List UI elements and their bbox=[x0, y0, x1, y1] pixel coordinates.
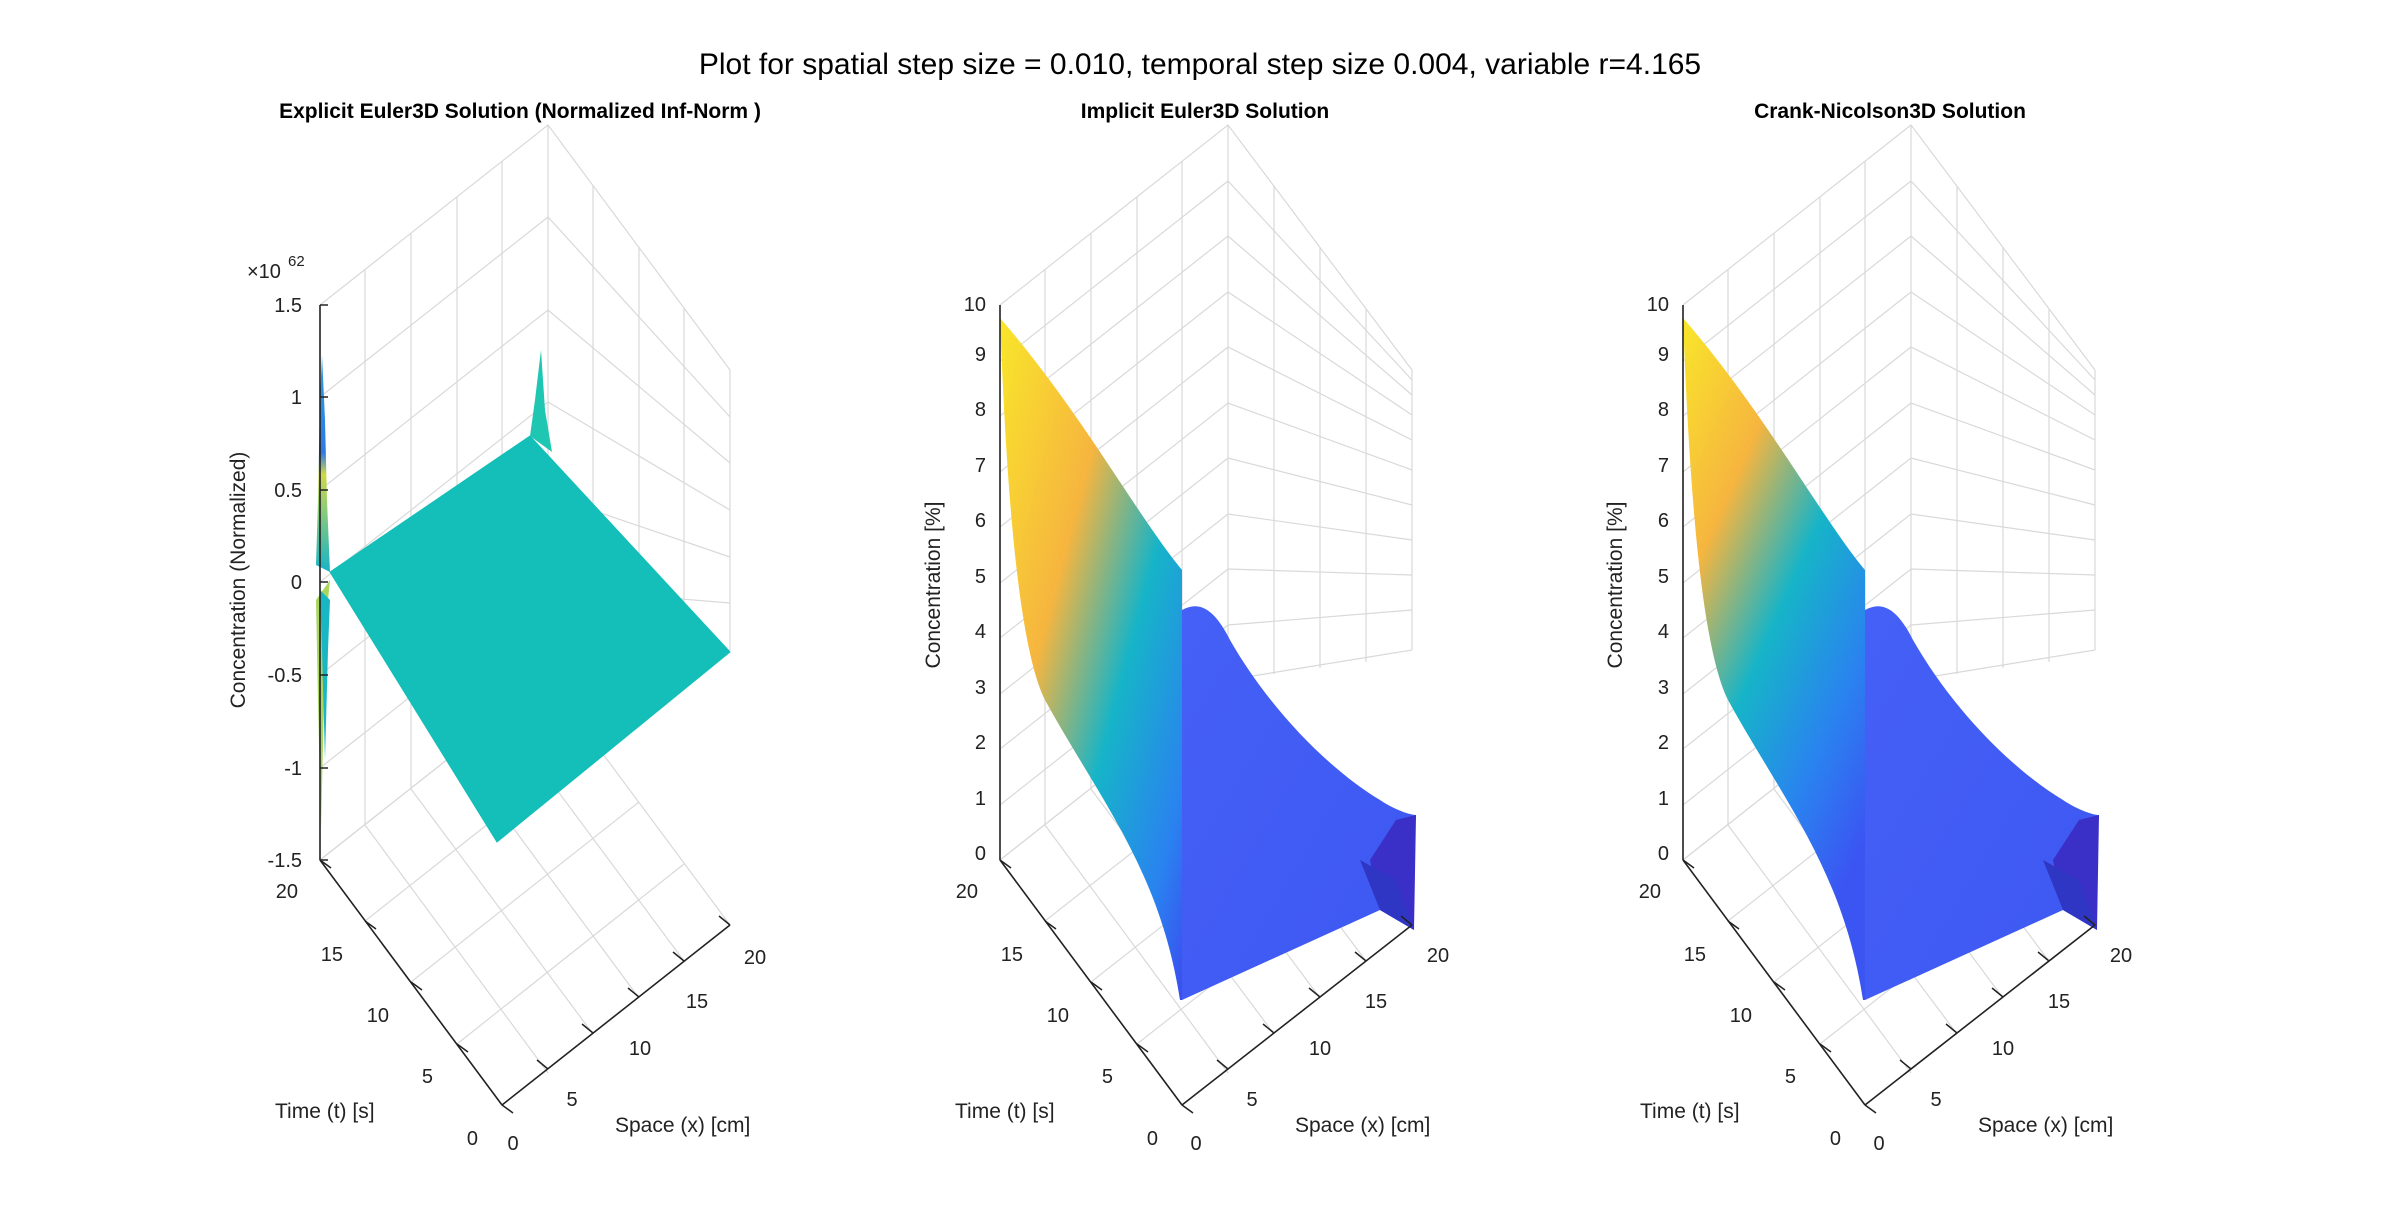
x-tick-label: 15 bbox=[686, 991, 708, 1013]
z-axis-label: Concentration [%] bbox=[922, 502, 945, 669]
y-tick-label: 15 bbox=[1684, 944, 1706, 966]
x-axis-label: Space (x) [cm] bbox=[615, 1114, 750, 1137]
y-tick-label: 0 bbox=[1147, 1128, 1158, 1150]
panel-crank-nicolson: Crank-Nicolson3D Solution bbox=[1604, 100, 2132, 1155]
y-tick-label: 10 bbox=[1047, 1005, 1069, 1027]
panel-explicit-euler: Explicit Euler3D Solution (Normalized In… bbox=[227, 100, 766, 1155]
x-tick-label: 10 bbox=[1309, 1038, 1331, 1060]
y-tick-label: 0 bbox=[1830, 1128, 1841, 1150]
z-tick-label: 4 bbox=[1658, 621, 1669, 643]
panel-implicit-euler: Implicit Euler3D Solution bbox=[922, 100, 1449, 1155]
x-tick-label: 5 bbox=[1930, 1089, 1941, 1111]
x-tick-label: 15 bbox=[1365, 991, 1387, 1013]
z-tick-label: 0 bbox=[975, 843, 986, 865]
z-tick-label: 0 bbox=[1658, 843, 1669, 865]
x-tick-label: 0 bbox=[1190, 1133, 1201, 1155]
x-tick-label: 0 bbox=[1873, 1133, 1884, 1155]
y-tick-label: 10 bbox=[1730, 1005, 1752, 1027]
y-ticks: 20 15 10 5 0 bbox=[1639, 859, 1877, 1150]
x-tick-label: 20 bbox=[2110, 945, 2132, 967]
y-tick-label: 5 bbox=[422, 1066, 433, 1088]
z-tick-label: 5 bbox=[1658, 566, 1669, 588]
z-tick-label: 2 bbox=[975, 732, 986, 754]
z-tick-label: -1 bbox=[284, 758, 302, 780]
z-tick-label: 1 bbox=[291, 387, 302, 409]
y-tick-label: 5 bbox=[1785, 1066, 1796, 1088]
y-tick-label: 20 bbox=[1639, 881, 1661, 903]
z-tick-label: 1 bbox=[975, 788, 986, 810]
y-axis-label: Time (t) [s] bbox=[1640, 1100, 1740, 1123]
z-tick-label: 6 bbox=[1658, 510, 1669, 532]
z-tick-label: 1 bbox=[1658, 788, 1669, 810]
z-tick-label: 10 bbox=[1647, 294, 1669, 316]
y-ticks: 20 15 10 5 0 bbox=[276, 859, 514, 1150]
y-tick-label: 20 bbox=[956, 881, 978, 903]
y-axis-label: Time (t) [s] bbox=[275, 1100, 375, 1123]
z-tick-label: 8 bbox=[975, 399, 986, 421]
surface-implicit bbox=[1000, 318, 1416, 1000]
z-tick-label: 8 bbox=[1658, 399, 1669, 421]
x-tick-label: 5 bbox=[1246, 1089, 1257, 1111]
panel-title: Implicit Euler3D Solution bbox=[1081, 100, 1330, 123]
x-tick-label: 20 bbox=[1427, 945, 1449, 967]
z-tick-label: 9 bbox=[975, 344, 986, 366]
z-tick-label: 7 bbox=[975, 455, 986, 477]
z-exponent-base: ×10 bbox=[247, 261, 281, 283]
x-axis-label: Space (x) [cm] bbox=[1978, 1114, 2113, 1137]
y-ticks: 20 15 10 5 0 bbox=[956, 859, 1194, 1150]
x-axis-label: Space (x) [cm] bbox=[1295, 1114, 1430, 1137]
x-tick-label: 5 bbox=[566, 1089, 577, 1111]
x-ticks: 0 5 10 15 20 bbox=[1190, 915, 1449, 1155]
z-tick-label: 3 bbox=[1658, 677, 1669, 699]
x-tick-label: 15 bbox=[2048, 991, 2070, 1013]
z-tick-label: 5 bbox=[975, 566, 986, 588]
x-tick-label: 10 bbox=[1992, 1038, 2014, 1060]
x-tick-label: 0 bbox=[507, 1133, 518, 1155]
surface-explicit bbox=[316, 350, 731, 843]
surface-crank-nicolson bbox=[1683, 318, 2099, 1000]
y-tick-label: 15 bbox=[321, 944, 343, 966]
z-tick-label: 1.5 bbox=[274, 295, 302, 317]
y-tick-label: 10 bbox=[367, 1005, 389, 1027]
z-tick-label: 6 bbox=[975, 510, 986, 532]
z-exponent: ×10 62 bbox=[247, 253, 305, 283]
z-tick-label: -1.5 bbox=[268, 850, 302, 872]
z-axis-label: Concentration [%] bbox=[1604, 502, 1627, 669]
y-tick-label: 0 bbox=[467, 1128, 478, 1150]
figure-suptitle: Plot for spatial step size = 0.010, temp… bbox=[699, 48, 1701, 81]
z-tick-label: 4 bbox=[975, 621, 986, 643]
panel-title: Explicit Euler3D Solution (Normalized In… bbox=[279, 100, 761, 123]
z-exponent-power: 62 bbox=[288, 253, 305, 270]
z-ticks: -1.5 -1 -0.5 0 0.5 1 1.5 bbox=[268, 295, 328, 872]
x-tick-label: 10 bbox=[629, 1038, 651, 1060]
z-ticks: 0 1 2 3 4 5 6 7 8 9 10 bbox=[1647, 294, 1669, 865]
panel-title: Crank-Nicolson3D Solution bbox=[1754, 100, 2026, 123]
z-tick-label: 3 bbox=[975, 677, 986, 699]
z-tick-label: 2 bbox=[1658, 732, 1669, 754]
z-axis-label: Concentration (Normalized) bbox=[227, 452, 250, 709]
y-tick-label: 5 bbox=[1102, 1066, 1113, 1088]
z-tick-label: 9 bbox=[1658, 344, 1669, 366]
x-ticks: 0 5 10 15 20 bbox=[1873, 915, 2132, 1155]
x-ticks: 0 5 10 15 20 bbox=[507, 915, 766, 1155]
z-ticks: 0 1 2 3 4 5 6 7 8 9 10 bbox=[964, 294, 986, 865]
z-tick-label: 0.5 bbox=[274, 480, 302, 502]
z-tick-label: 10 bbox=[964, 294, 986, 316]
z-tick-label: 0 bbox=[291, 572, 302, 594]
z-tick-label: 7 bbox=[1658, 455, 1669, 477]
y-tick-label: 15 bbox=[1001, 944, 1023, 966]
x-tick-label: 20 bbox=[744, 947, 766, 969]
y-axis-label: Time (t) [s] bbox=[955, 1100, 1055, 1123]
y-tick-label: 20 bbox=[276, 881, 298, 903]
z-tick-label: -0.5 bbox=[268, 665, 302, 687]
